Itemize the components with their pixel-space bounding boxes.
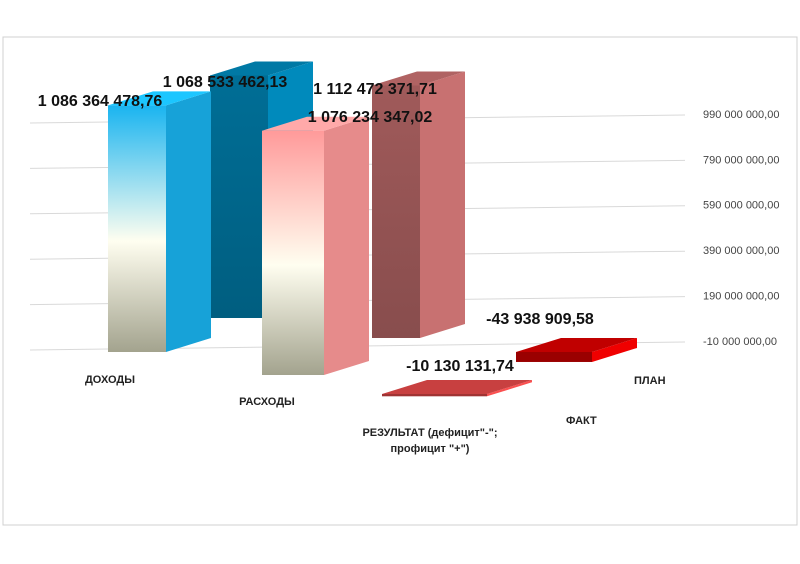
data-label: 1 076 234 347,02 <box>308 109 433 126</box>
category-label: РАСХОДЫ <box>239 396 295 408</box>
data-label: -10 130 131,74 <box>406 358 514 375</box>
bar-group <box>108 91 211 352</box>
bar-top <box>382 380 532 394</box>
bar-top <box>262 116 369 131</box>
bar <box>210 75 268 318</box>
bar-group <box>516 338 637 362</box>
data-label: 1 112 472 371,71 <box>313 81 437 98</box>
bar <box>262 130 324 375</box>
bar-side <box>166 91 211 352</box>
y-tick-label: 990 000 000,00 <box>703 109 779 121</box>
y-tick-label: 390 000 000,00 <box>703 245 779 257</box>
y-tick-label: 190 000 000,00 <box>703 291 779 303</box>
bar-side <box>324 116 369 376</box>
series-label: ФАКТ <box>566 415 597 427</box>
bar-side <box>487 380 532 397</box>
bar-group <box>382 380 532 397</box>
y-tick-label: 790 000 000,00 <box>703 154 779 166</box>
bar-top <box>210 61 313 76</box>
bar-side <box>420 71 465 338</box>
bar-group <box>372 71 465 338</box>
bar-top <box>516 338 637 352</box>
data-label: 1 068 533 462,13 <box>163 74 288 91</box>
y-tick-label: 590 000 000,00 <box>703 200 779 212</box>
category-label: ДОХОДЫ <box>84 374 136 386</box>
bar <box>372 85 420 338</box>
bar-top <box>372 71 465 86</box>
bar <box>516 352 592 362</box>
y-tick-label: -10 000 000,00 <box>703 336 777 348</box>
bar <box>108 105 166 352</box>
bar-top <box>108 91 211 106</box>
bar-group <box>262 116 369 376</box>
bar <box>382 394 487 397</box>
category-label: РЕЗУЛЬТАТ (дефицит"-"; профицит "+") <box>362 427 498 455</box>
series-label: ПЛАН <box>634 375 666 387</box>
data-label: -43 938 909,58 <box>486 311 594 328</box>
data-label: 1 086 364 478,76 <box>38 93 163 110</box>
bar-side <box>592 338 637 362</box>
